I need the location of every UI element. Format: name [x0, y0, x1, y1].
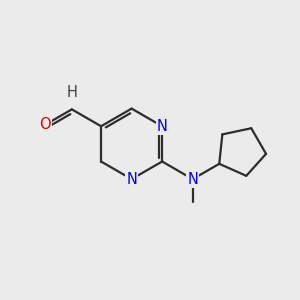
Text: N: N — [187, 172, 198, 187]
Text: N: N — [157, 119, 168, 134]
Text: O: O — [40, 117, 51, 132]
Text: H: H — [66, 85, 77, 100]
Text: N: N — [126, 172, 137, 187]
